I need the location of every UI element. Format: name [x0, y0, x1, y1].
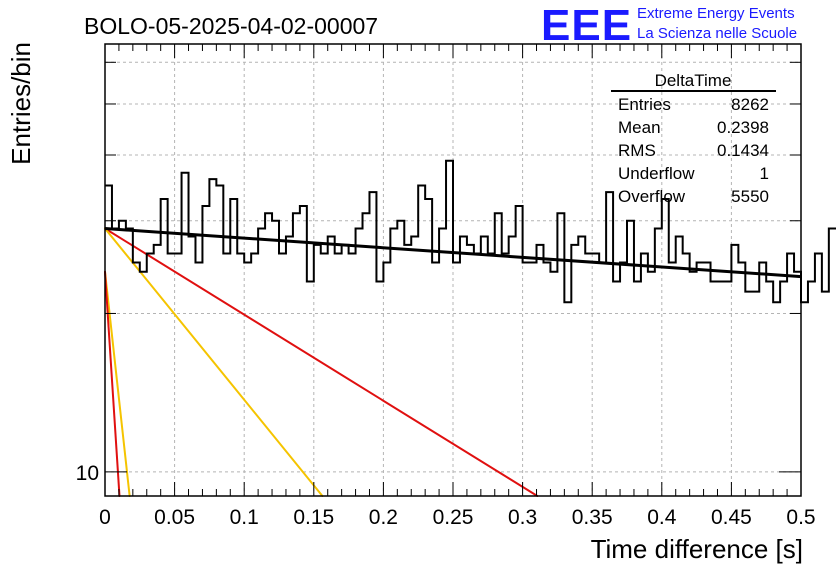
stats-box: DeltaTime Entries 8262 Mean 0.2398 RMS 0… — [611, 71, 776, 206]
x-tick-label: 0.3 — [508, 506, 537, 529]
stats-label-mean: Mean — [618, 118, 661, 137]
stats-value-mean: 0.2398 — [717, 118, 769, 137]
stats-label-entries: Entries — [618, 95, 671, 114]
x-tick-label: 0.25 — [433, 506, 474, 529]
stats-box-title: DeltaTime — [655, 71, 732, 90]
stats-label-overflow: Overflow — [618, 187, 686, 206]
fit-line — [104, 227, 324, 497]
histogram-bins — [105, 159, 836, 304]
x-tick-label: 0 — [99, 506, 111, 529]
stats-label-underflow: Underflow — [618, 164, 695, 183]
x-tick-label: 0.1 — [230, 506, 259, 529]
x-tick-label: 0.2 — [369, 506, 398, 529]
grid — [105, 44, 801, 496]
x-tick-label: 0.05 — [154, 506, 195, 529]
chart-title: BOLO-05-2025-04-02-00007 — [84, 13, 378, 39]
x-tick-label: 0.15 — [293, 506, 334, 529]
axes — [104, 43, 802, 497]
stats-label-rms: RMS — [618, 141, 656, 160]
y-axis-title: Entries/bin — [6, 42, 36, 165]
eee-logo: EEE — [541, 1, 632, 50]
logo-subtitle-line1: Extreme Energy Events — [637, 5, 795, 22]
stats-value-rms: 0.1434 — [717, 141, 769, 160]
fit-line — [104, 227, 539, 497]
y-tick-label: 10 — [76, 462, 99, 485]
x-tick-label: 0.35 — [572, 506, 613, 529]
histogram-outline — [105, 159, 836, 304]
stats-value-overflow: 5550 — [731, 187, 769, 206]
fit-line — [104, 270, 131, 497]
tick-labels: 0 0.05 0.1 0.15 0.2 0.25 0.3 0.35 0.4 0.45 0.5 10 — [76, 462, 816, 529]
x-tick-label: 0.45 — [711, 506, 752, 529]
stats-value-entries: 8262 — [731, 95, 769, 114]
stats-value-underflow: 1 — [760, 164, 769, 183]
x-tick-label: 0.4 — [647, 506, 677, 529]
x-tick-label: 0.5 — [786, 506, 815, 529]
x-axis-title: Time difference [s] — [591, 534, 803, 564]
logo-subtitle-line2: La Scienza nelle Scuole — [637, 25, 797, 42]
fit-line — [104, 270, 121, 497]
